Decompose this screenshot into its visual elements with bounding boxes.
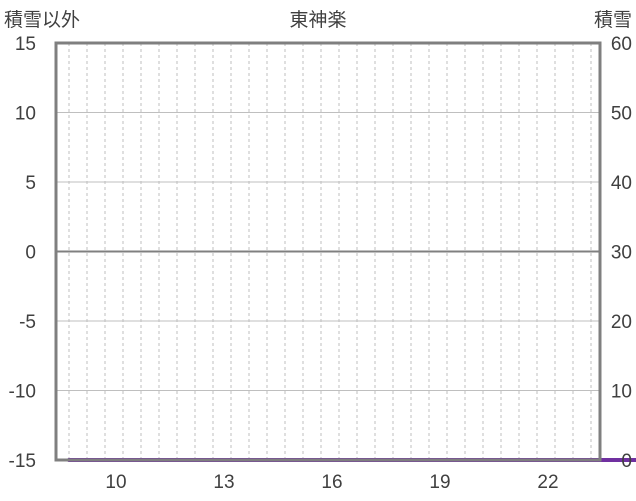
x-tick-label: 13 bbox=[213, 472, 234, 493]
left-tick-label: 10 bbox=[15, 104, 36, 125]
left-axis-label: 積雪以外 bbox=[4, 9, 80, 31]
grid bbox=[56, 43, 600, 460]
chart-title: 東神楽 bbox=[289, 9, 346, 31]
x-tick-label: 10 bbox=[105, 472, 126, 493]
series-line-2 bbox=[67, 458, 636, 462]
right-axis-label: 積雪 bbox=[594, 9, 632, 31]
left-tick-label: -15 bbox=[9, 451, 36, 472]
tick-labels: 151050-5-10-1560504030201001013161922252… bbox=[9, 34, 632, 493]
right-tick-label: 20 bbox=[611, 312, 632, 333]
line-series bbox=[67, 458, 636, 462]
right-tick-label: 10 bbox=[611, 382, 632, 403]
right-tick-label: 40 bbox=[611, 173, 632, 194]
left-tick-label: 0 bbox=[25, 243, 36, 264]
right-tick-label: 60 bbox=[611, 34, 632, 55]
x-tick-label: 22 bbox=[537, 472, 558, 493]
right-tick-label: 0 bbox=[621, 451, 632, 472]
x-tick-label: 19 bbox=[429, 472, 450, 493]
right-tick-label: 30 bbox=[611, 243, 632, 264]
left-tick-label: -10 bbox=[9, 382, 36, 403]
right-tick-label: 50 bbox=[611, 104, 632, 125]
plot-border bbox=[54, 41, 602, 462]
plot-frame bbox=[54, 41, 602, 462]
left-tick-label: -5 bbox=[19, 312, 36, 333]
x-tick-label: 16 bbox=[321, 472, 342, 493]
left-tick-label: 15 bbox=[15, 34, 36, 55]
left-tick-label: 5 bbox=[25, 173, 36, 194]
